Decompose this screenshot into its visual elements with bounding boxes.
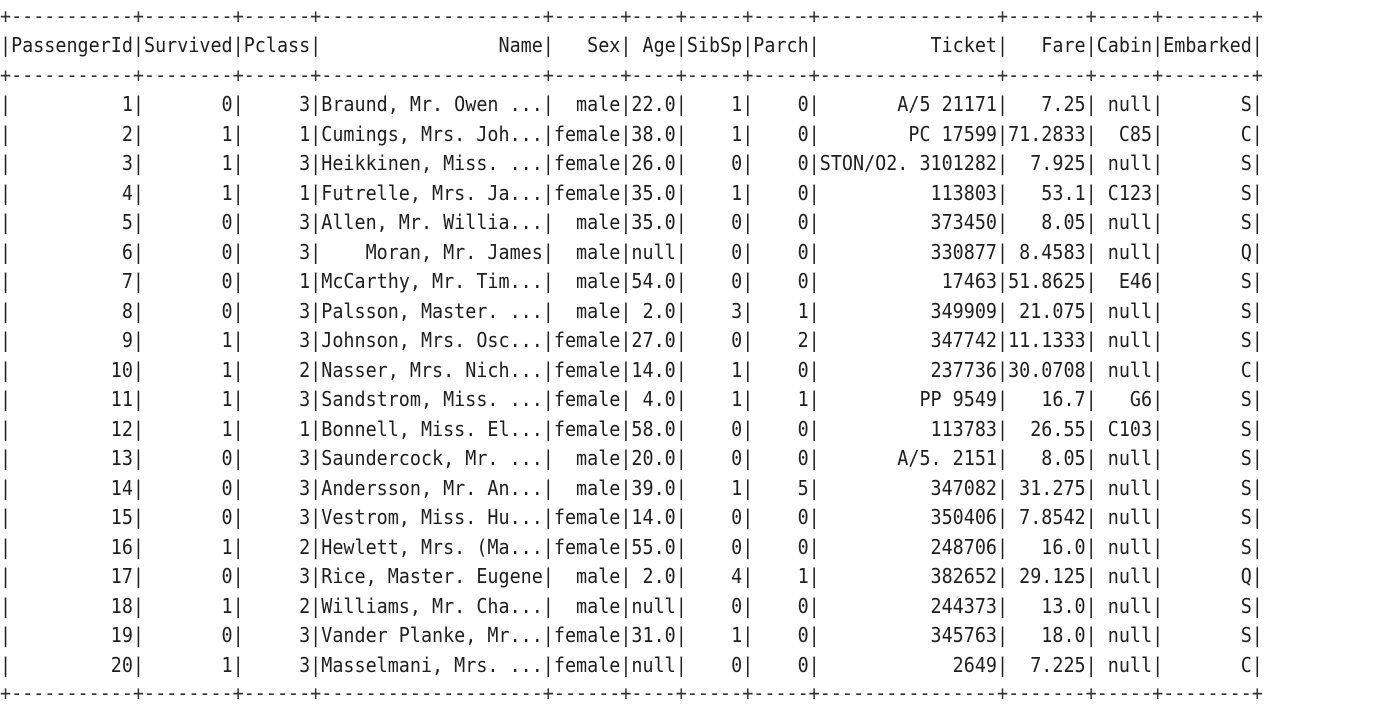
- table-row: | 10| 1| 2|Nasser, Mrs. Nich...|female|1…: [0, 357, 1263, 382]
- table-header-divider: +-----------+--------+------+-----------…: [0, 63, 1263, 87]
- table-row: | 11| 1| 3|Sandstrom, Miss. ...|female| …: [0, 387, 1263, 411]
- table-row: | 15| 0| 3|Vestrom, Miss. Hu...|female|1…: [0, 505, 1263, 529]
- table-row: | 20| 1| 3|Masselmani, Mrs. ...|female|n…: [0, 652, 1263, 677]
- table-row: | 3| 1| 3|Heikkinen, Miss. ...|female|26…: [0, 151, 1263, 175]
- table-row: | 17| 0| 3|Rice, Master. Eugene| male| 2…: [0, 564, 1263, 588]
- table-bottom-border: +-----------+--------+------+-----------…: [0, 681, 1263, 705]
- table-header-row: |PassengerId|Survived|Pclass| Name| Sex|…: [0, 33, 1263, 57]
- table-row: | 12| 1| 1|Bonnell, Miss. El...|female|5…: [0, 416, 1263, 441]
- table-row: | 4| 1| 1|Futrelle, Mrs. Ja...|female|35…: [0, 180, 1263, 205]
- table-row: | 5| 0| 3|Allen, Mr. Willia...| male|35.…: [0, 210, 1263, 234]
- table-row: | 2| 1| 1|Cumings, Mrs. Joh...|female|38…: [0, 121, 1263, 146]
- table-row: | 1| 0| 3|Braund, Mr. Owen ...| male|22.…: [0, 92, 1263, 116]
- table-row: | 14| 0| 3|Andersson, Mr. An...| male|39…: [0, 475, 1263, 500]
- table-row: | 7| 0| 1|McCarthy, Mr. Tim...| male|54.…: [0, 269, 1263, 293]
- table-row: | 16| 1| 2|Hewlett, Mrs. (Ma...|female|5…: [0, 534, 1263, 559]
- table-row: | 6| 0| 3| Moran, Mr. James| male|null| …: [0, 239, 1263, 264]
- table-row: | 18| 1| 2|Williams, Mr. Cha...| male|nu…: [0, 593, 1263, 618]
- table-row: | 19| 0| 3|Vander Planke, Mr...|female|3…: [0, 623, 1263, 647]
- table-row: | 13| 0| 3|Saundercock, Mr. ...| male|20…: [0, 446, 1263, 470]
- table-row: | 8| 0| 3|Palsson, Master. ...| male| 2.…: [0, 298, 1263, 323]
- table-top-border: +-----------+--------+------+-----------…: [0, 4, 1263, 28]
- table-row: | 9| 1| 3|Johnson, Mrs. Osc...|female|27…: [0, 328, 1263, 352]
